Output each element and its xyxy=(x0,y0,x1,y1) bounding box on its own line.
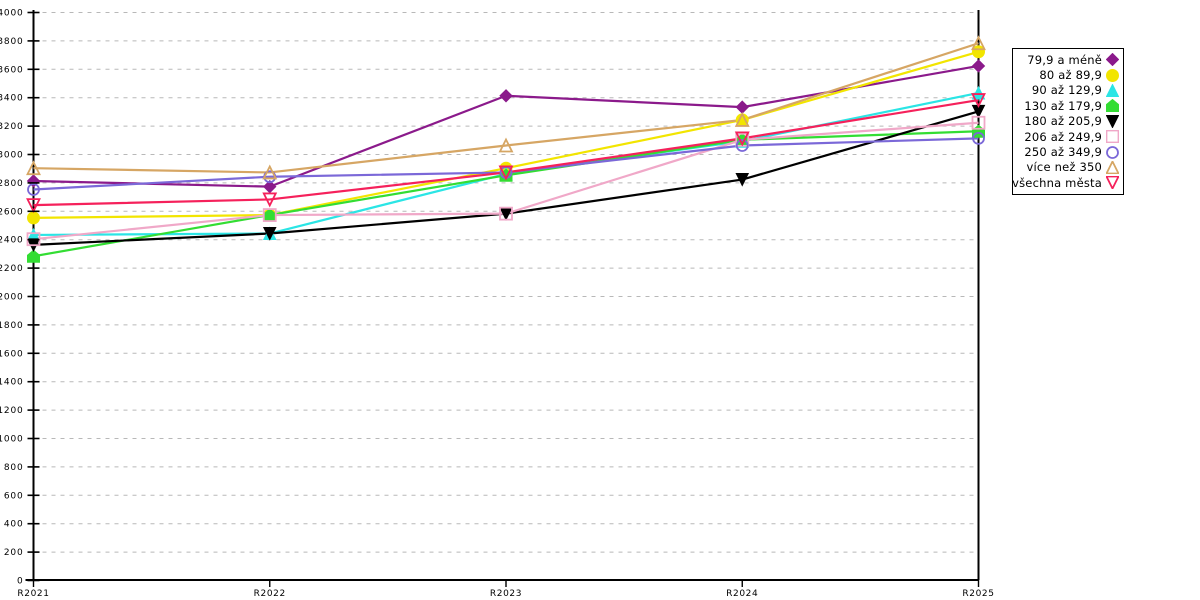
y-tick-label: 2600 xyxy=(0,207,24,217)
y-tick-label: 3400 xyxy=(0,94,24,104)
legend-marker-square-open-icon xyxy=(1106,130,1119,144)
data-point-marker xyxy=(971,59,986,73)
y-tick-label: 1400 xyxy=(0,378,24,388)
legend-marker-triangle-down-icon xyxy=(1106,114,1119,128)
data-point-marker xyxy=(971,35,986,51)
data-point-marker xyxy=(262,208,277,222)
data-point-marker xyxy=(735,139,749,152)
legend-item-label: 130 až 179,9 xyxy=(1024,98,1102,113)
data-point-marker xyxy=(735,173,750,187)
legend-item[interactable]: všechna města xyxy=(1012,175,1119,190)
y-tick-label: 200 xyxy=(4,548,24,558)
y-tick-label: 800 xyxy=(4,463,24,473)
legend-marker-triangle-up-icon xyxy=(1106,83,1119,97)
chart-legend: 79,9 a méně 80 až 89,9 90 až 129,9 130 až 1… xyxy=(1012,48,1124,195)
legend-marker-circle-filled-icon xyxy=(1106,68,1119,82)
data-point-marker xyxy=(1106,176,1119,190)
data-point-marker xyxy=(971,85,986,100)
legend-marker-triangledn-open-icon xyxy=(1106,176,1119,190)
legend-item-label: všechna města xyxy=(1012,175,1102,190)
data-point-marker xyxy=(972,131,985,145)
x-tick-label: R2021 xyxy=(17,589,49,599)
y-tick-label: 1000 xyxy=(0,435,24,445)
legend-marker-triangle-open-icon xyxy=(1106,160,1119,174)
legend-item[interactable]: 80 až 89,9 xyxy=(1019,67,1119,82)
data-point-marker xyxy=(1106,99,1119,113)
data-point-marker xyxy=(262,192,278,208)
x-tick-label: R2023 xyxy=(490,589,522,599)
data-point-marker xyxy=(1106,83,1119,97)
y-tick-label: 3600 xyxy=(0,65,24,75)
series-line xyxy=(33,50,979,219)
data-point-marker xyxy=(971,115,986,130)
legend-item[interactable]: 180 až 205,9 xyxy=(1019,114,1119,129)
data-point-marker xyxy=(499,89,513,103)
y-tick-label: 1800 xyxy=(0,321,24,331)
legend-item[interactable]: 79,9 a méně xyxy=(1019,52,1119,67)
data-point-marker xyxy=(735,100,749,114)
data-point-marker xyxy=(971,93,986,109)
data-point-marker xyxy=(498,165,514,181)
data-point-marker xyxy=(27,183,40,196)
y-tick-label: 2200 xyxy=(0,264,24,274)
legend-item[interactable]: 130 až 179,9 xyxy=(1019,98,1119,113)
data-point-marker xyxy=(27,249,40,263)
x-tick-labels: R2021 R2022 R2023 R2024 R2025 xyxy=(17,589,994,599)
data-point-marker xyxy=(1106,145,1119,159)
y-tick-labels: 0 200 400 600 800 1000 1200 1400 1600 1800 2000 220… xyxy=(0,9,40,587)
y-tick-label: 1600 xyxy=(0,349,24,359)
data-series-markers xyxy=(26,35,986,263)
y-tick-label: 1200 xyxy=(0,406,24,416)
legend-item-label: 90 až 129,9 xyxy=(1031,83,1102,98)
data-point-marker xyxy=(26,160,41,176)
legend-item-label: 80 až 89,9 xyxy=(1039,68,1102,83)
data-point-marker xyxy=(262,164,278,180)
data-point-marker xyxy=(734,131,750,147)
legend-item[interactable]: 250 až 349,9 xyxy=(1019,144,1119,159)
legend-marker-pentagon-icon xyxy=(1106,99,1119,113)
series-line xyxy=(33,42,979,174)
legend-item[interactable]: více než 350 xyxy=(1019,160,1119,175)
legend-item-label: 79,9 a méně xyxy=(1027,52,1102,67)
legend-item-label: 206 až 249,9 xyxy=(1024,129,1102,144)
x-axis xyxy=(25,579,980,587)
data-point-marker xyxy=(499,206,513,221)
data-point-marker xyxy=(262,227,277,241)
y-tick-label: 3200 xyxy=(0,122,24,132)
y-tick-label: 0 xyxy=(17,577,24,587)
data-point-marker xyxy=(1106,114,1119,128)
legend-item-label: 180 až 205,9 xyxy=(1024,114,1102,129)
data-point-marker xyxy=(1106,160,1119,174)
legend-item[interactable]: 206 až 249,9 xyxy=(1019,129,1119,144)
y-tick-label: 4000 xyxy=(0,9,24,19)
legend-item-label: 250 až 349,9 xyxy=(1024,145,1102,160)
y-tick-label: 600 xyxy=(4,491,24,501)
y-tick-label: 2000 xyxy=(0,293,24,303)
y-tick-label: 3000 xyxy=(0,151,24,161)
x-tick-label: R2025 xyxy=(962,589,994,599)
data-point-marker xyxy=(1106,53,1119,67)
x-tick-label: R2024 xyxy=(726,589,758,599)
legend-item-label: více než 350 xyxy=(1026,160,1102,175)
data-point-marker xyxy=(27,211,40,225)
data-point-marker xyxy=(26,198,41,214)
legend-marker-diamond-icon xyxy=(1106,53,1119,67)
legend-marker-circle-open-icon xyxy=(1106,145,1119,159)
data-point-marker xyxy=(498,137,514,153)
y-tick-label: 3800 xyxy=(0,37,24,47)
data-series-lines xyxy=(33,42,979,258)
x-tick-label: R2022 xyxy=(254,589,286,599)
data-point-marker xyxy=(1106,68,1119,82)
data-point-marker xyxy=(1106,130,1119,144)
y-tick-label: 400 xyxy=(4,520,24,530)
y-tick-label: 2400 xyxy=(0,236,24,246)
y-tick-label: 2800 xyxy=(0,179,24,189)
data-point-marker xyxy=(734,111,750,127)
legend-item[interactable]: 90 až 129,9 xyxy=(1019,83,1119,98)
